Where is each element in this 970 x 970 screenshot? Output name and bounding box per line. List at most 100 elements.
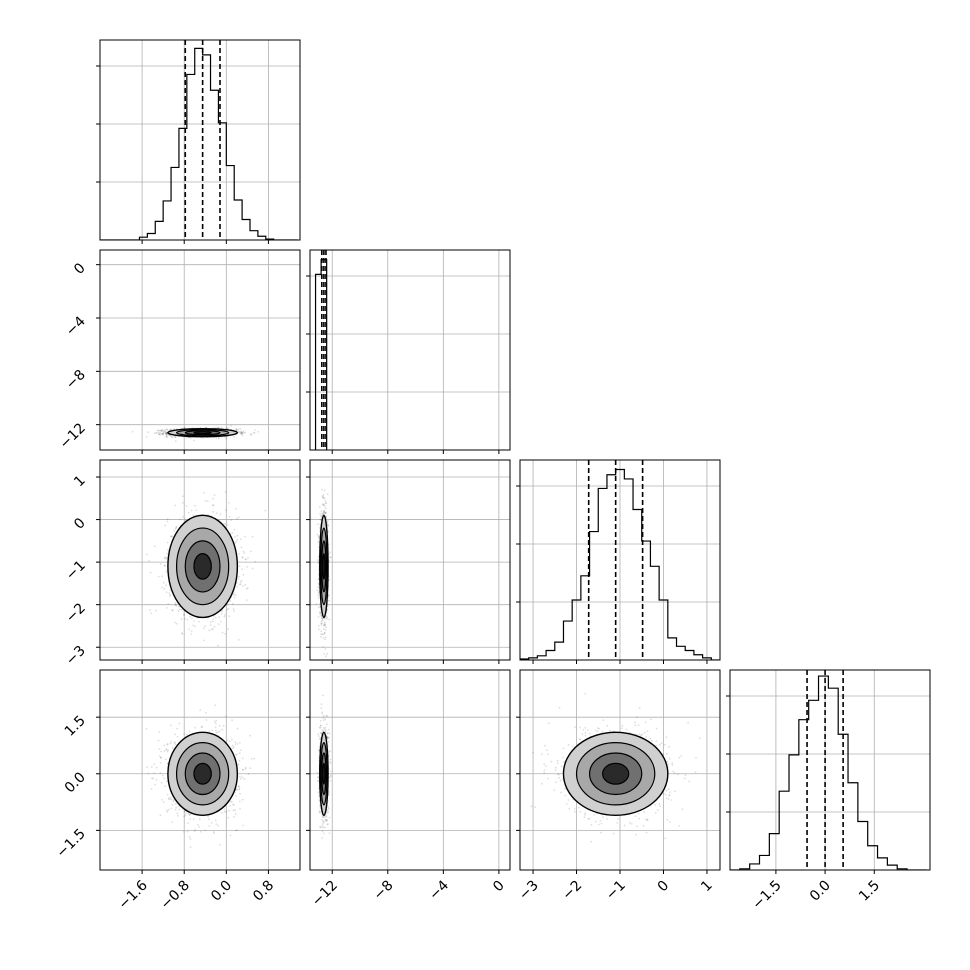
scatter-point	[165, 435, 168, 438]
panel-frame	[99, 459, 301, 661]
scatter-point	[317, 594, 320, 597]
scatter-point	[178, 608, 181, 611]
scatter-point	[322, 646, 324, 648]
scatter-point	[328, 618, 331, 621]
scatter-point	[323, 632, 326, 635]
scatter-point	[195, 509, 198, 511]
scatter-point	[215, 512, 218, 515]
scatter-point	[171, 609, 174, 611]
scatter-point	[250, 434, 253, 436]
scatter-point	[317, 561, 320, 563]
scatter-point	[232, 594, 235, 596]
scatter-point	[131, 430, 134, 433]
scatter-point	[214, 616, 217, 619]
scatter-point	[316, 589, 318, 592]
scatter-point	[179, 518, 182, 521]
scatter-point	[171, 821, 174, 824]
scatter-point	[323, 624, 325, 627]
scatter-point	[190, 630, 193, 633]
scatter-point	[246, 566, 249, 568]
scatter-point	[244, 431, 247, 434]
scatter-point	[216, 731, 219, 734]
scatter-point	[321, 503, 324, 506]
scatter-point	[238, 553, 240, 555]
scatter-point	[316, 523, 319, 525]
scatter-point	[323, 497, 326, 500]
scatter-point	[218, 426, 220, 429]
scatter-point	[317, 541, 320, 543]
scatter-point	[164, 556, 166, 559]
scatter-point	[164, 524, 166, 527]
scatter-point	[220, 610, 223, 613]
scatter-point	[181, 516, 184, 518]
y-tick-label: 0	[71, 260, 89, 278]
scatter-point	[238, 431, 240, 434]
scatter-point	[322, 511, 325, 513]
scatter-point	[225, 509, 228, 511]
scatter-point	[240, 581, 242, 583]
scatter-point	[167, 603, 170, 605]
scatter-point	[324, 511, 327, 514]
scatter-point	[322, 494, 325, 496]
scatter-point	[326, 652, 329, 655]
scatter-point	[320, 636, 322, 638]
scatter-point	[194, 504, 196, 507]
density-contour	[175, 527, 230, 606]
scatter-point	[235, 429, 238, 431]
scatter-point	[327, 524, 330, 527]
scatter-point	[238, 430, 240, 433]
scatter-point	[174, 440, 177, 442]
scatter-point	[180, 608, 183, 611]
scatter-point	[324, 500, 327, 503]
scatter-point	[323, 489, 326, 492]
scatter-point	[212, 618, 215, 620]
scatter-point	[244, 767, 247, 770]
scatter-point	[155, 766, 158, 769]
density-contour	[319, 514, 329, 619]
scatter-point	[174, 603, 177, 606]
scatter-point	[170, 428, 172, 431]
scatter-point	[221, 631, 224, 634]
scatter-point	[218, 616, 221, 619]
scatter-point	[150, 788, 153, 790]
scatter-point	[178, 605, 180, 608]
scatter-point	[224, 491, 227, 493]
density-contour	[193, 553, 212, 580]
scatter-point	[325, 615, 328, 617]
scatter-point	[235, 427, 238, 430]
scatter-point	[236, 586, 239, 588]
scatter-point	[323, 623, 326, 625]
scatter-point	[209, 624, 212, 626]
panel-frame	[99, 39, 301, 241]
scatter-point	[173, 428, 175, 430]
panel-0-0	[96, 39, 301, 244]
scatter-point	[217, 437, 220, 439]
scatter-point	[321, 512, 323, 515]
scatter-point	[237, 516, 240, 519]
scatter-point	[156, 432, 158, 434]
scatter-point	[157, 429, 160, 432]
scatter-point	[241, 431, 244, 434]
density-contour	[184, 430, 221, 436]
scatter-point	[161, 433, 163, 435]
scatter-point	[203, 492, 206, 494]
scatter-point	[167, 808, 170, 811]
scatter-point	[166, 811, 169, 813]
scatter-point	[242, 585, 244, 587]
scatter-point	[181, 502, 184, 504]
scatter-point	[233, 436, 235, 438]
scatter-point	[225, 715, 227, 718]
scatter-point	[317, 578, 320, 581]
scatter-point	[328, 578, 331, 581]
scatter-point	[317, 582, 320, 585]
scatter-point	[211, 504, 214, 507]
scatter-point	[198, 620, 200, 623]
scatter-point	[169, 798, 172, 800]
scatter-point	[191, 617, 193, 620]
scatter-point	[245, 587, 248, 590]
scatter-point	[321, 496, 324, 499]
density-contour	[321, 540, 327, 593]
scatter-point	[223, 614, 226, 616]
scatter-point	[234, 809, 237, 812]
scatter-point	[163, 557, 166, 560]
